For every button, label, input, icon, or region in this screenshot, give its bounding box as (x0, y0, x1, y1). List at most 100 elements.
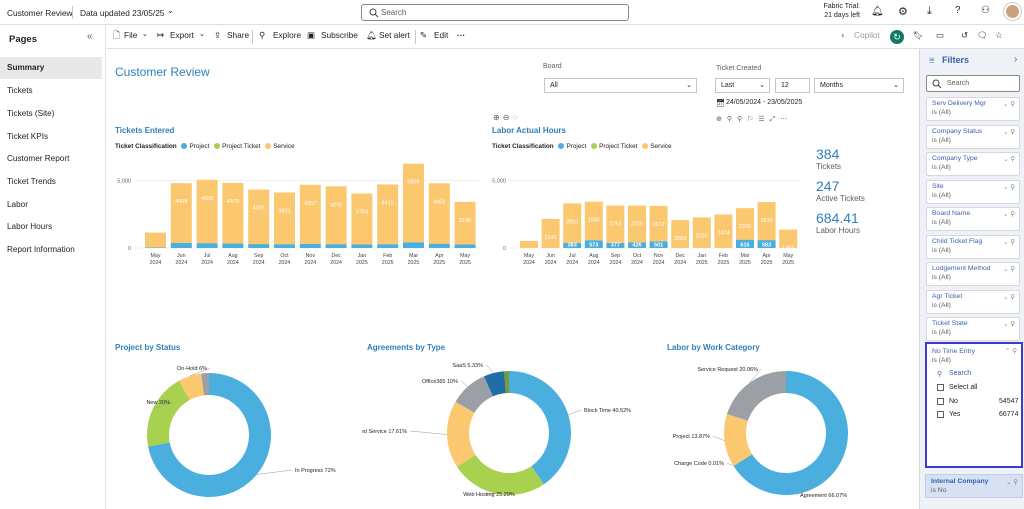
chevron-pin-icon[interactable]: ⌄ ⚲ (1005, 479, 1018, 486)
data-updated-menu[interactable]: Data updated 23/05/25 (80, 8, 165, 18)
data-label: 2141 (544, 235, 556, 241)
bookmark-icon[interactable]: 🔖︎ (913, 30, 924, 40)
chevron-pin-icon[interactable]: ⌄ ⚲ (1002, 184, 1015, 191)
edit-button[interactable]: Edit (434, 30, 449, 40)
chevron-pin-icon[interactable]: ⌄ ⚲ (1002, 239, 1015, 246)
filter-card-internal-company[interactable]: Internal Company is No ⌄ ⚲ (925, 474, 1023, 498)
share-icon: ⇪ (214, 30, 221, 40)
x-tick-label: 2025 (408, 260, 420, 266)
legend-dot (265, 143, 272, 149)
kpi-active-label: Active Tickets (816, 194, 865, 203)
filter-card-board-name[interactable]: Board Name is (All) ⌄ ⚲ (926, 207, 1020, 231)
chevron-pin-icon[interactable]: ⌄ ⚲ (1002, 266, 1015, 273)
y-tick-label: 5,000 (492, 178, 506, 184)
visual-header-icons[interactable]: ⊕⚲⚲⚐☰⤢⋯ (716, 116, 793, 123)
chevron-pin-icon[interactable]: ⌃ ⚲ (1004, 348, 1017, 355)
filter-card-no-time-entry[interactable]: No Time Entry is (All) ⌃ ⚲ ⚲ Search Sele… (925, 342, 1023, 468)
trial-line2: 21 days left (824, 12, 860, 19)
chevron-pin-icon[interactable]: ⌄ ⚲ (1002, 321, 1015, 328)
page-labor-hours[interactable]: Labor Hours (7, 222, 53, 231)
x-tick-label: May (524, 253, 534, 259)
reset-icon[interactable]: ↺ (961, 30, 968, 40)
page-ticket-kpis[interactable]: Ticket KPIs (7, 132, 49, 141)
filter-card-ticket-state[interactable]: Ticket State is (All) ⌄ ⚲ (926, 317, 1020, 341)
file-menu[interactable]: File (124, 30, 138, 40)
leader-line (256, 469, 293, 475)
donut-slice (509, 371, 571, 485)
refresh-status-icon[interactable]: ↻ (890, 30, 904, 44)
filter-card-company-status[interactable]: Company Status is (All) ⌄ ⚲ (926, 125, 1020, 149)
option-no-count: 54547 (999, 398, 1019, 405)
drill-icons[interactable]: ⊕⊖◌ (493, 113, 521, 122)
tickets-entered-title: Tickets Entered (115, 126, 175, 135)
data-label: 4479 (227, 199, 239, 205)
filter-search-input[interactable]: Search (926, 75, 1020, 92)
board-dropdown[interactable]: All ⌄ (544, 78, 697, 93)
option-yes-checkbox[interactable] (937, 411, 944, 418)
page-customer-report[interactable]: Customer Report (7, 154, 70, 163)
bar-segment (757, 240, 776, 248)
project-status-donut: In Progress 72% New 20% On-Hold 6% (146, 366, 336, 497)
chevron-pin-icon[interactable]: ⌄ ⚲ (1002, 294, 1015, 301)
tickets-legend: Ticket Classification Project Project Ti… (115, 143, 295, 150)
filter-card-company-type[interactable]: Company Type is (All) ⌄ ⚲ (926, 152, 1020, 176)
search-input[interactable]: Search (361, 4, 629, 21)
filter-state: is (All) (932, 109, 951, 116)
date-range: 24/05/2024 - 23/05/2025 (726, 99, 803, 106)
period-count-input[interactable]: 12 (775, 78, 810, 93)
chevron-pin-icon[interactable]: ⌄ ⚲ (1002, 101, 1015, 108)
more-options-button[interactable]: ··· (457, 30, 466, 40)
bar-segment (377, 184, 399, 245)
page-tickets-site[interactable]: Tickets (Site) (7, 109, 55, 118)
collapse-filters-icon[interactable]: › (1014, 54, 1018, 65)
collapse-icon[interactable]: « (87, 31, 93, 42)
avatar[interactable] (1004, 3, 1021, 20)
legend-dot (214, 143, 221, 149)
data-label: 2063 (674, 236, 686, 242)
filter-card-agr-ticket[interactable]: Agr Ticket is (All) ⌄ ⚲ (926, 290, 1020, 314)
page-labor[interactable]: Labor (7, 200, 28, 209)
bar-segment (671, 220, 690, 248)
bar-segment (584, 201, 603, 241)
filter-card-serv-delivery-mgr[interactable]: Serv Delivery Mgr is (All) ⌄ ⚲ (926, 97, 1020, 121)
page-summary[interactable]: Summary (0, 57, 102, 79)
filter-card-lodgement-method[interactable]: Lodgement Method is (All) ⌄ ⚲ (926, 262, 1020, 286)
period-unit-dropdown[interactable]: Months ⌄ (814, 78, 904, 93)
chevron-down-icon[interactable]: ⌄ (167, 6, 174, 15)
set-alert-button[interactable]: Set alert (379, 30, 410, 40)
relative-period-dropdown[interactable]: Last ⌄ (715, 78, 770, 93)
x-tick-label: 2024 (175, 260, 187, 266)
select-all-checkbox[interactable] (937, 384, 944, 391)
page-report-information[interactable]: Report Information (7, 245, 75, 254)
comment-icon[interactable]: 🗨︎ (977, 30, 988, 40)
favorite-icon[interactable]: ☆ (995, 30, 1003, 40)
copilot-button[interactable]: Copilot (854, 30, 880, 40)
export-menu[interactable]: Export (170, 30, 194, 40)
chevron-down-icon: ⌄ (199, 31, 205, 38)
explore-button[interactable]: Explore (273, 30, 302, 40)
filter-list-search[interactable]: Search (949, 370, 972, 377)
share-people-icon[interactable]: ⚇ (981, 5, 990, 16)
page-tickets[interactable]: Tickets (7, 86, 33, 95)
data-label: 383 (568, 243, 577, 249)
chevron-pin-icon[interactable]: ⌄ ⚲ (1002, 211, 1015, 218)
x-tick-label: 2024 (545, 260, 557, 266)
filter-card-child-ticket-flag[interactable]: Child Ticket Flag is (All) ⌄ ⚲ (926, 235, 1020, 259)
page-ticket-trends[interactable]: Ticket Trends (7, 177, 56, 186)
chevron-pin-icon[interactable]: ⌄ ⚲ (1002, 156, 1015, 163)
share-button[interactable]: Share (227, 30, 250, 40)
bar-segment (692, 217, 711, 248)
divider (72, 6, 73, 19)
bell-icon[interactable]: 🔔︎ (871, 6, 884, 17)
chevron-pin-icon[interactable]: ⌄ ⚲ (1002, 129, 1015, 136)
subscribe-button[interactable]: Subscribe (321, 30, 358, 40)
download-icon[interactable]: ⤓ (927, 5, 932, 17)
option-no-checkbox[interactable] (937, 398, 944, 405)
legend-dot (642, 143, 649, 149)
data-label: 426 (632, 243, 641, 249)
help-icon[interactable]: ? (955, 5, 961, 16)
filter-card-site[interactable]: Site is (All) ⌄ ⚲ (926, 180, 1020, 204)
option-yes-count: 66774 (999, 411, 1019, 418)
gear-icon[interactable]: ⚙ (898, 6, 908, 18)
view-icon[interactable]: ▭ (936, 30, 944, 40)
